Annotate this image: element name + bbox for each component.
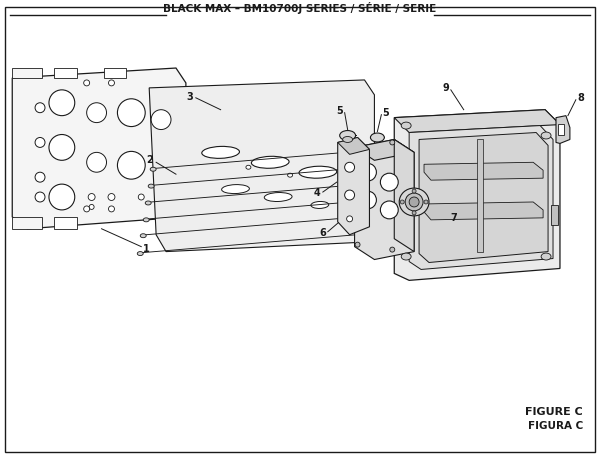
Ellipse shape (49, 135, 75, 160)
Ellipse shape (344, 162, 355, 172)
Polygon shape (355, 140, 414, 160)
Polygon shape (424, 162, 543, 180)
Polygon shape (149, 80, 374, 252)
Ellipse shape (359, 191, 376, 209)
Ellipse shape (137, 252, 143, 256)
Polygon shape (558, 124, 564, 136)
Ellipse shape (151, 110, 171, 130)
Ellipse shape (83, 206, 89, 212)
Ellipse shape (400, 200, 404, 204)
Polygon shape (355, 140, 414, 259)
Polygon shape (12, 68, 186, 229)
Ellipse shape (344, 190, 355, 200)
Polygon shape (338, 137, 370, 235)
Polygon shape (104, 68, 127, 78)
Polygon shape (476, 140, 482, 252)
Text: 3: 3 (186, 92, 193, 102)
Ellipse shape (35, 172, 45, 182)
Ellipse shape (390, 140, 395, 145)
Ellipse shape (355, 242, 360, 247)
Ellipse shape (311, 202, 329, 208)
Text: 5: 5 (382, 108, 389, 118)
Ellipse shape (359, 163, 376, 181)
Ellipse shape (88, 193, 95, 201)
Ellipse shape (412, 189, 416, 193)
Ellipse shape (412, 211, 416, 215)
Polygon shape (419, 132, 548, 263)
Ellipse shape (109, 206, 115, 212)
Ellipse shape (401, 253, 411, 260)
Text: 1: 1 (143, 243, 150, 253)
Ellipse shape (49, 90, 75, 116)
Text: 8: 8 (578, 93, 585, 103)
Text: 9: 9 (442, 83, 449, 93)
Ellipse shape (89, 204, 94, 209)
Ellipse shape (343, 136, 353, 142)
Ellipse shape (405, 193, 423, 211)
Ellipse shape (143, 218, 149, 222)
Polygon shape (394, 110, 560, 280)
Ellipse shape (148, 184, 154, 188)
Ellipse shape (49, 184, 75, 210)
Polygon shape (12, 217, 42, 229)
Ellipse shape (299, 166, 337, 178)
Text: FIGURA C: FIGURA C (527, 421, 583, 431)
Ellipse shape (541, 132, 551, 139)
Ellipse shape (86, 103, 107, 122)
Ellipse shape (541, 253, 551, 260)
Ellipse shape (145, 201, 151, 205)
Polygon shape (54, 217, 77, 229)
Polygon shape (54, 68, 77, 78)
Text: 6: 6 (319, 228, 326, 238)
Ellipse shape (409, 197, 419, 207)
Polygon shape (424, 202, 543, 220)
Ellipse shape (246, 165, 251, 169)
Ellipse shape (35, 137, 45, 147)
Text: 5: 5 (336, 106, 343, 116)
Polygon shape (12, 68, 42, 78)
Ellipse shape (35, 192, 45, 202)
Polygon shape (394, 110, 560, 132)
Ellipse shape (355, 147, 360, 152)
Ellipse shape (340, 131, 356, 141)
Polygon shape (394, 140, 414, 252)
Ellipse shape (399, 188, 429, 216)
Ellipse shape (109, 80, 115, 86)
Ellipse shape (118, 152, 145, 179)
Ellipse shape (118, 99, 145, 126)
Ellipse shape (150, 167, 156, 171)
Ellipse shape (140, 234, 146, 238)
Text: 2: 2 (146, 155, 153, 165)
Text: 7: 7 (451, 213, 458, 223)
Ellipse shape (380, 173, 398, 191)
Ellipse shape (347, 216, 353, 222)
Ellipse shape (251, 157, 289, 168)
Polygon shape (338, 137, 370, 154)
Polygon shape (409, 126, 553, 269)
Text: 4: 4 (314, 188, 321, 198)
Ellipse shape (424, 200, 428, 204)
Ellipse shape (264, 192, 292, 202)
Ellipse shape (202, 147, 239, 158)
Ellipse shape (401, 122, 411, 129)
Polygon shape (551, 205, 558, 225)
Ellipse shape (83, 80, 89, 86)
Text: BLACK MAX – BM10700J SERIES / SÉRIE / SERIE: BLACK MAX – BM10700J SERIES / SÉRIE / SE… (163, 2, 437, 15)
Polygon shape (556, 116, 570, 143)
Ellipse shape (380, 201, 398, 219)
Ellipse shape (138, 194, 144, 200)
Ellipse shape (287, 173, 293, 177)
Ellipse shape (221, 185, 250, 193)
Ellipse shape (86, 152, 107, 172)
Ellipse shape (35, 103, 45, 113)
Ellipse shape (108, 193, 115, 201)
Text: FIGURE C: FIGURE C (525, 407, 583, 417)
Ellipse shape (390, 247, 395, 252)
Ellipse shape (370, 133, 385, 142)
